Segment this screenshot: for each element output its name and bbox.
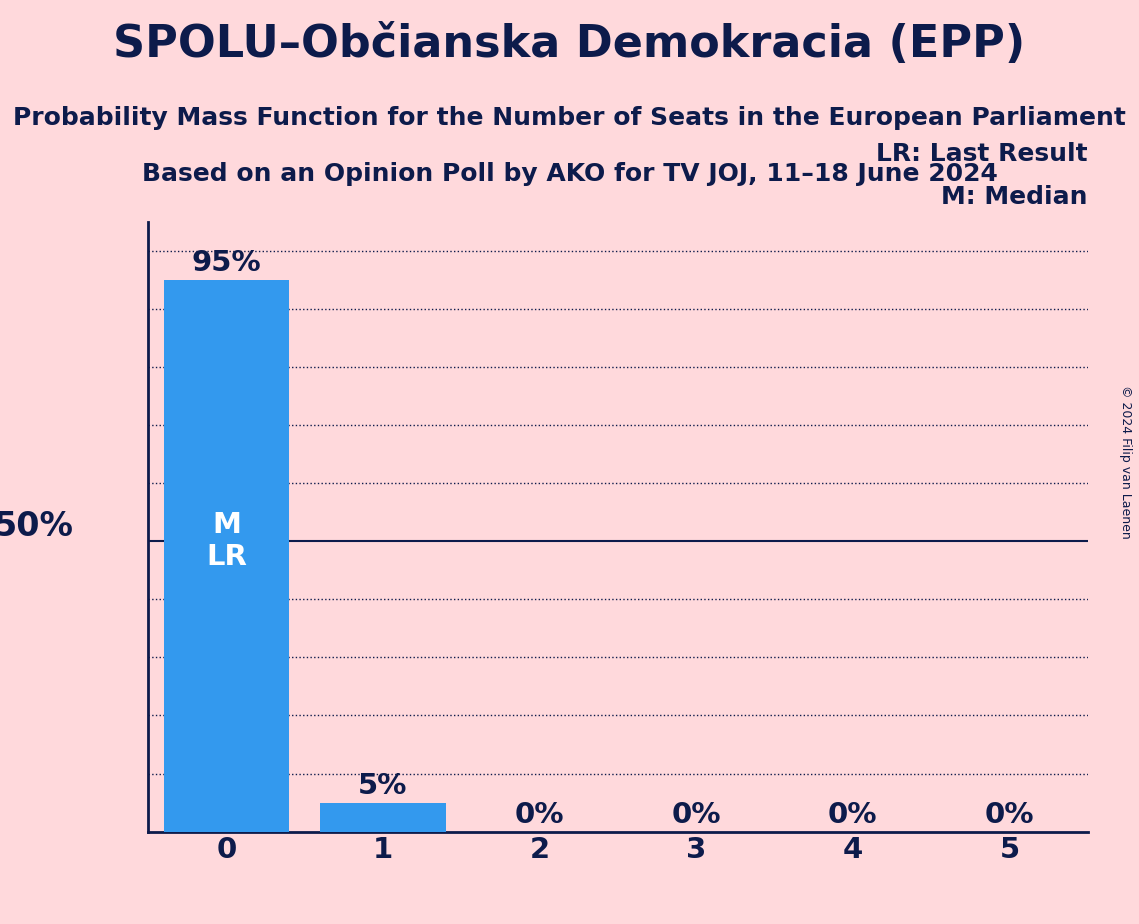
Text: © 2024 Filip van Laenen: © 2024 Filip van Laenen xyxy=(1118,385,1132,539)
Text: LR: Last Result: LR: Last Result xyxy=(876,142,1088,166)
Text: Based on an Opinion Poll by AKO for TV JOJ, 11–18 June 2024: Based on an Opinion Poll by AKO for TV J… xyxy=(141,162,998,186)
Text: Probability Mass Function for the Number of Seats in the European Parliament: Probability Mass Function for the Number… xyxy=(13,106,1126,130)
Text: SPOLU–Občianska Demokracia (EPP): SPOLU–Občianska Demokracia (EPP) xyxy=(114,23,1025,67)
Text: 95%: 95% xyxy=(191,249,261,277)
Text: M: Median: M: Median xyxy=(941,185,1088,209)
Text: 0%: 0% xyxy=(985,801,1034,829)
Text: M
LR: M LR xyxy=(206,511,247,571)
Text: 0%: 0% xyxy=(515,801,564,829)
Text: 0%: 0% xyxy=(672,801,721,829)
Text: 0%: 0% xyxy=(828,801,877,829)
Text: 50%: 50% xyxy=(0,510,73,543)
Bar xyxy=(164,280,289,832)
Text: 5%: 5% xyxy=(359,772,408,799)
Bar xyxy=(320,803,445,832)
